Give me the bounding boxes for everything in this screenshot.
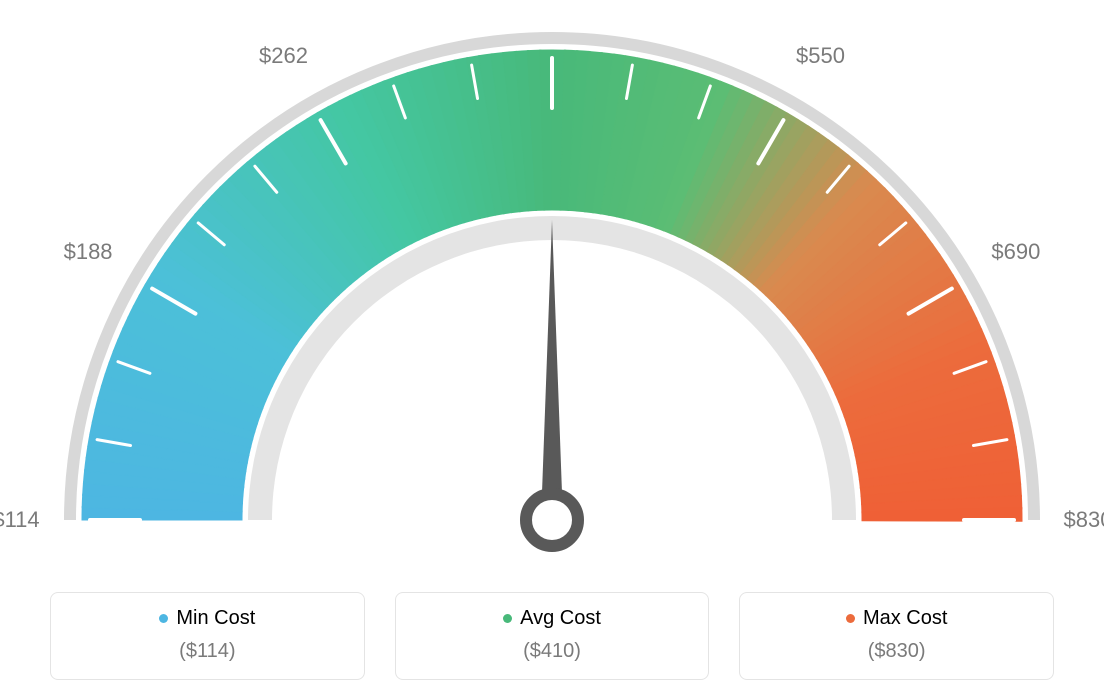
legend-title-max: Max Cost bbox=[846, 607, 947, 630]
legend-title-avg: Avg Cost bbox=[503, 607, 601, 630]
dot-icon bbox=[503, 614, 512, 623]
legend-label-max: Max Cost bbox=[863, 607, 947, 630]
gauge-tick-label: $550 bbox=[796, 43, 845, 69]
legend-card-min: Min Cost ($114) bbox=[50, 592, 365, 680]
legend-label-avg: Avg Cost bbox=[520, 607, 601, 630]
legend-value-avg: ($410) bbox=[406, 640, 699, 663]
legend-value-max: ($830) bbox=[750, 640, 1043, 663]
legend-label-min: Min Cost bbox=[176, 607, 255, 630]
dot-icon bbox=[159, 614, 168, 623]
gauge-tick-label: $830 bbox=[1064, 507, 1104, 533]
legend-card-avg: Avg Cost ($410) bbox=[395, 592, 710, 680]
gauge-chart: $114$188$262$410$550$690$830 bbox=[0, 0, 1104, 560]
gauge-tick-label: $114 bbox=[0, 507, 40, 533]
dot-icon bbox=[846, 614, 855, 623]
gauge-tick-label: $690 bbox=[991, 239, 1040, 265]
gauge-tick-label: $262 bbox=[259, 43, 308, 69]
gauge-svg bbox=[0, 0, 1104, 560]
legend-card-max: Max Cost ($830) bbox=[739, 592, 1054, 680]
legend-title-min: Min Cost bbox=[159, 607, 255, 630]
legend-row: Min Cost ($114) Avg Cost ($410) Max Cost… bbox=[0, 592, 1104, 680]
gauge-tick-label: $188 bbox=[64, 239, 113, 265]
legend-value-min: ($114) bbox=[61, 640, 354, 663]
